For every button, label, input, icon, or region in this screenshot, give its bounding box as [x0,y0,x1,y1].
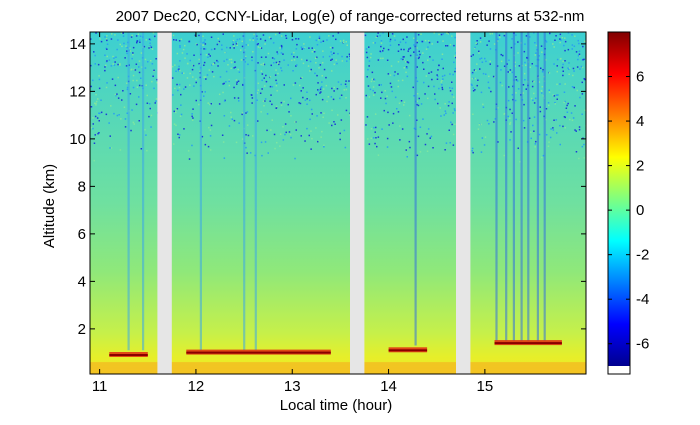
x-tick-label-4: 15 [477,378,494,395]
x-tick-label-1: 12 [188,378,205,395]
noise-speckle-1 [171,32,351,160]
chart-title: 2007 Dec20, CCNY-Lidar, Log(e) of range-… [116,8,585,25]
streak-3 [243,32,246,351]
streak-0 [127,32,130,351]
plot-area [90,32,586,374]
cb-tick-label-1: -4 [636,291,649,308]
y-tick-label-1: 4 [78,273,86,290]
cb-tick-label-3: 0 [636,202,644,219]
cb-tick-label-6: 6 [636,69,644,86]
data-gap-0 [157,32,172,374]
y-axis-label: Altitude (km) [41,164,58,248]
cloud-core-0 [109,354,148,356]
streak-12 [543,32,546,341]
cb-tick-label-4: 2 [636,158,644,175]
colorbar: -6 -4 -2 0 2 4 6 [607,31,649,375]
y-tick-label-5: 12 [69,83,86,100]
streak-1 [142,32,145,351]
x-tick-label-2: 13 [284,378,301,395]
colorbar-frame [607,31,631,375]
y-axis: 2 4 6 8 10 12 14 [69,36,586,338]
streak-6 [495,32,498,341]
streak-9 [520,32,523,341]
data-gap-2 [456,32,471,374]
noise-speckle-2 [364,32,457,158]
y-tick-label-0: 2 [78,321,86,338]
y-tick-label-4: 10 [69,131,86,148]
cloud-core-2 [388,349,428,352]
streak-10 [527,32,530,341]
cloud-core-1 [186,351,331,354]
streak-4 [254,32,257,351]
colorbar-gradient [608,32,630,366]
cb-tick-label-5: 4 [636,113,644,130]
x-tick-label-3: 14 [380,378,397,395]
x-axis: 11 12 13 14 15 [92,32,493,395]
streak-7 [505,32,508,341]
return-streaks [127,32,546,351]
cb-tick-label-0: -6 [636,336,649,353]
streak-11 [536,32,539,341]
data-gap-1 [350,32,365,374]
y-tick-label-3: 8 [78,178,86,195]
y-tick-label-2: 6 [78,226,86,243]
streak-2 [199,32,202,351]
colorbar-missing-swatch [608,366,630,374]
cloud-core-3 [494,342,562,345]
streak-8 [512,32,515,341]
cb-tick-label-2: -2 [636,247,649,264]
surface-layer [90,362,586,374]
y-tick-label-6: 14 [69,36,86,53]
x-tick-label-0: 11 [92,378,108,395]
x-axis-label: Local time (hour) [280,397,393,414]
plot-frame [89,31,587,375]
streak-5 [414,32,417,346]
